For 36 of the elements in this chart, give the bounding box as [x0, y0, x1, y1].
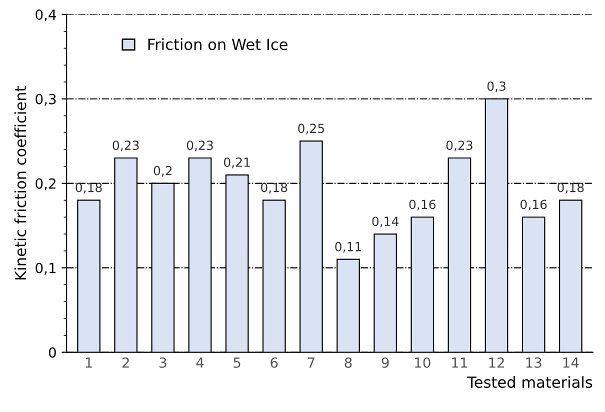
x-tick-label: 1	[86, 358, 92, 368]
x-tick-label: 9	[382, 357, 389, 368]
x-tick-label: 2	[122, 357, 129, 368]
legend-label: Friction on Wet Ice	[148, 38, 288, 50]
data-label: 0,14	[372, 216, 399, 228]
data-label: 0,18	[261, 182, 288, 194]
x-tick-label: 3	[160, 357, 166, 368]
x-tick-label: 11	[452, 358, 468, 368]
x-axis-title: Tested materials	[467, 376, 592, 388]
y-tick-label: 0	[48, 347, 56, 358]
x-tick-label: 6	[270, 357, 278, 368]
data-label: 0,2	[154, 166, 172, 177]
x-tick-label: 8	[344, 357, 352, 368]
data-label: 0,18	[76, 182, 102, 194]
data-label: 0,16	[520, 200, 547, 210]
y-tick-label: 0,2	[36, 178, 56, 190]
x-tick-label: 4	[196, 358, 204, 368]
y-axis-title: Kinetic friction coefficient	[14, 86, 26, 280]
x-tick-label: 13	[526, 357, 542, 368]
data-label: 0,23	[112, 140, 139, 152]
x-tick-label: 14	[563, 358, 579, 368]
y-tick-label: 0,3	[36, 94, 56, 106]
y-tick-label: 0,1	[36, 262, 56, 275]
x-tick-label: 10	[415, 357, 430, 368]
data-label: 0,3	[487, 81, 506, 92]
data-label: 0,21	[224, 157, 250, 168]
x-tick-label: 12	[489, 357, 504, 368]
data-label: 0,11	[335, 242, 362, 253]
data-label: 0,25	[298, 124, 324, 134]
x-tick-label: 7	[308, 358, 314, 368]
data-label: 0,18	[558, 182, 584, 194]
y-tick-label: 0,4	[36, 9, 56, 22]
x-tick-label: 5	[234, 358, 240, 368]
data-label: 0,16	[409, 200, 436, 210]
data-label: 0,23	[186, 140, 213, 152]
data-label: 0,23	[446, 140, 472, 152]
